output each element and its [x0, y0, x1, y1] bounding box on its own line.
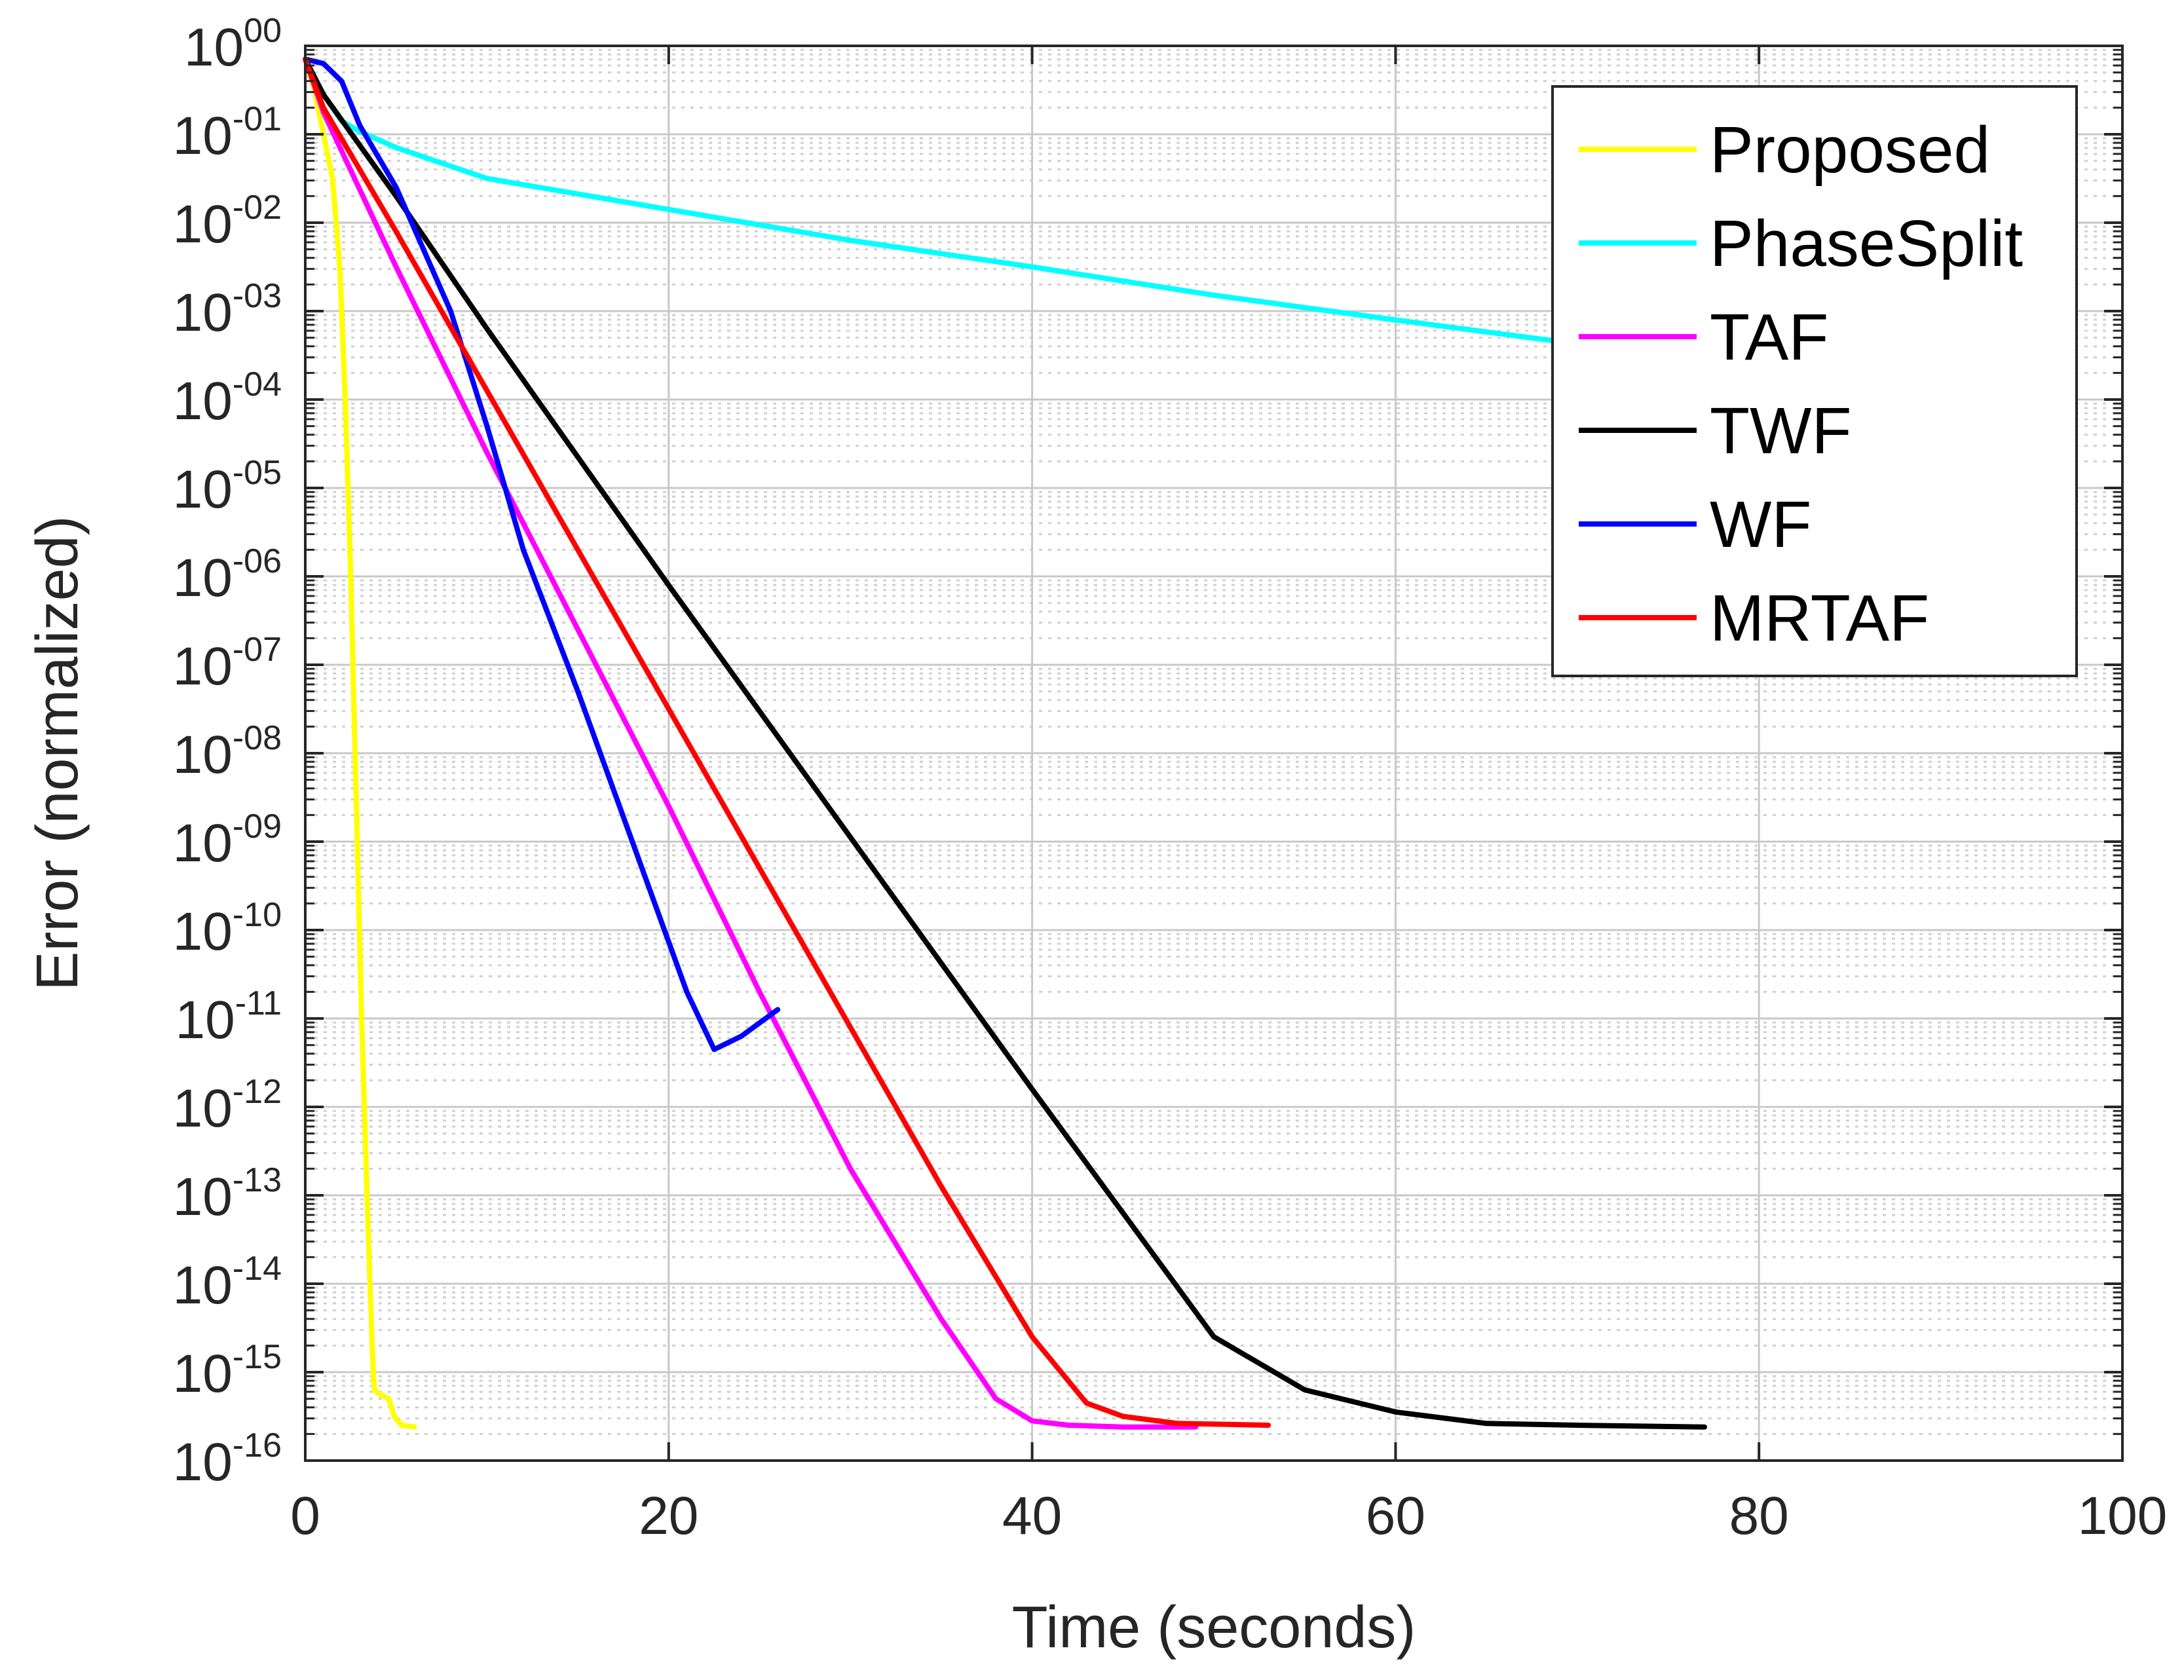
legend-label-phasesplit: PhaseSplit: [1710, 207, 2023, 280]
y-tick-exponent: -03: [233, 277, 282, 315]
series-line-mrtaf: [303, 56, 1271, 1428]
legend-label-taf: TAF: [1710, 301, 1828, 374]
legend-label-proposed: Proposed: [1710, 113, 1990, 187]
y-tick-exponent: -06: [233, 542, 282, 580]
series-line-taf: [303, 56, 1199, 1430]
y-tick-base: 10: [173, 1079, 233, 1138]
y-tick-base: 10: [173, 813, 233, 873]
x-axis-label: Time (seconds): [1012, 1595, 1416, 1660]
y-tick-label: 10-06: [173, 542, 282, 608]
legend-box: [1551, 85, 2078, 677]
y-tick-label: 10-01: [173, 100, 282, 166]
x-tick-label: 0: [290, 1486, 320, 1546]
y-tick-label: 10-07: [173, 631, 282, 696]
y-tick-base: 10: [173, 106, 233, 166]
x-tick-label: 60: [1366, 1486, 1425, 1546]
y-tick-base: 10: [173, 548, 233, 608]
y-tick-exponent: -11: [235, 984, 282, 1022]
y-tick-exponent: -12: [233, 1073, 282, 1111]
y-tick-exponent: -07: [233, 631, 282, 669]
y-tick-label: 10-11: [175, 984, 282, 1050]
y-tick-base: 10: [173, 902, 233, 961]
series-line-proposed: [303, 56, 417, 1430]
series-line-wf: [303, 56, 781, 1053]
y-tick-base: 10: [173, 1167, 233, 1227]
y-tick-exponent: 00: [244, 12, 282, 50]
y-tick-label: 1000: [184, 12, 282, 77]
legend-label-mrtaf: MRTAF: [1710, 582, 1929, 655]
y-tick-exponent: -09: [233, 808, 282, 846]
y-tick-base: 10: [173, 1432, 233, 1492]
y-tick-base: 10: [173, 725, 233, 785]
x-tick-label: 80: [1729, 1486, 1789, 1546]
x-tick-label: 20: [639, 1486, 698, 1546]
y-tick-label: 10-16: [173, 1427, 282, 1492]
y-tick-label: 10-08: [173, 719, 282, 785]
y-tick-exponent: -05: [233, 454, 282, 492]
y-tick-label: 10-04: [173, 365, 282, 431]
series-group: [303, 56, 1707, 1430]
y-tick-base: 10: [173, 283, 233, 343]
y-tick-exponent: -16: [233, 1427, 282, 1465]
y-tick-base: 10: [184, 18, 244, 77]
y-tick-label: 10-09: [173, 808, 282, 873]
y-tick-label: 10-05: [173, 454, 282, 519]
y-tick-base: 10: [173, 371, 233, 431]
ticks: [304, 45, 2124, 1462]
y-tick-label: 10-03: [173, 277, 282, 343]
legend: Proposed PhaseSplit TAF TWF WF MRTAF: [1551, 85, 2078, 677]
y-tick-label: 10-15: [173, 1338, 282, 1404]
y-tick-exponent: -02: [233, 189, 282, 227]
y-tick-base: 10: [173, 1256, 233, 1315]
y-tick-label: 10-13: [173, 1161, 282, 1227]
legend-label-wf: WF: [1710, 488, 1811, 561]
x-tick-label: 40: [1002, 1486, 1062, 1546]
y-tick-label: 10-02: [173, 189, 282, 254]
y-tick-label: 10-10: [173, 896, 282, 961]
y-tick-exponent: -14: [233, 1250, 282, 1288]
y-tick-base: 10: [173, 195, 233, 254]
y-tick-exponent: -10: [233, 896, 282, 934]
y-tick-labels: 100010-0110-0210-0310-0410-0510-0610-071…: [173, 12, 282, 1492]
y-tick-label: 10-12: [173, 1073, 282, 1138]
y-tick-exponent: -04: [233, 365, 282, 403]
y-tick-exponent: -15: [233, 1338, 282, 1376]
y-tick-label: 10-14: [173, 1250, 282, 1315]
y-tick-exponent: -08: [233, 719, 282, 757]
x-tick-label: 100: [2078, 1486, 2168, 1546]
y-tick-base: 10: [173, 637, 233, 696]
y-tick-exponent: -01: [233, 100, 282, 138]
y-tick-base: 10: [175, 990, 235, 1050]
legend-label-twf: TWF: [1710, 394, 1852, 468]
y-axis-label: Error (normalized): [25, 515, 90, 990]
x-tick-labels: 0 20 40 60 80 100: [290, 1486, 2167, 1546]
y-tick-base: 10: [173, 460, 233, 519]
y-tick-base: 10: [173, 1344, 233, 1404]
y-tick-exponent: -13: [233, 1161, 282, 1199]
